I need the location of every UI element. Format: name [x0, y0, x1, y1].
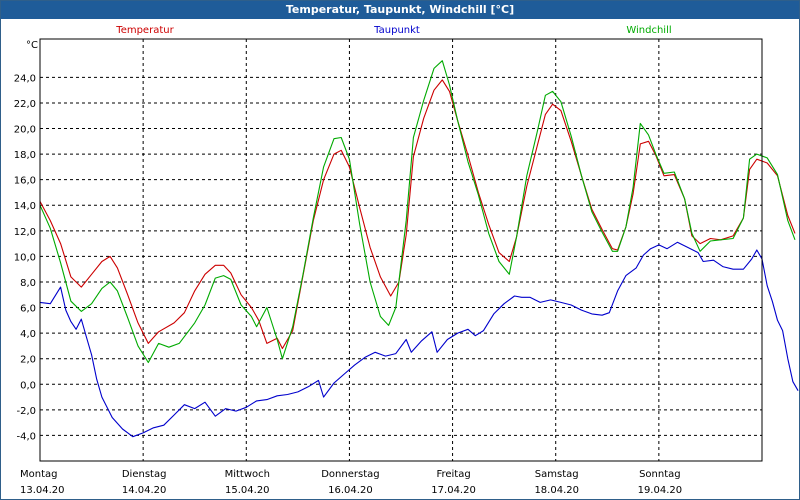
x-tick-day-label: Montag	[20, 469, 57, 480]
y-tick-label: 10,0	[14, 252, 36, 263]
y-tick-label: 14,0	[14, 201, 36, 212]
y-tick-label: 16,0	[14, 176, 36, 187]
series-line-temperatur	[39, 79, 796, 350]
y-tick-label: 0,0	[20, 380, 36, 391]
y-tick-label: 24,0	[14, 73, 36, 84]
y-tick-label: 6,0	[20, 304, 36, 315]
y-tick-label: 2,0	[20, 355, 36, 366]
legend-temperatur: Temperatur	[115, 25, 174, 36]
x-tick-date-label: 19.04.20	[638, 485, 683, 496]
y-axis-label: °C	[26, 40, 38, 51]
legend-windchill: Windchill	[626, 25, 671, 36]
x-tick-day-label: Mittwoch	[225, 469, 270, 480]
chart-title: Temperatur, Taupunkt, Windchill [°C]	[1, 1, 799, 19]
y-tick-label: 20,0	[14, 125, 36, 136]
y-tick-label: -2,0	[16, 406, 36, 417]
plot-border	[39, 38, 763, 462]
x-tick-day-label: Samstag	[535, 469, 579, 480]
y-tick-label: 18,0	[14, 150, 36, 161]
x-tick-day-label: Sonntag	[639, 469, 681, 480]
y-tick-label: -4,0	[16, 431, 36, 442]
legend-taupunkt: Taupunkt	[373, 25, 420, 36]
x-tick-date-label: 15.04.20	[225, 485, 270, 496]
y-tick-label: 12,0	[14, 227, 36, 238]
x-tick-day-label: Donnerstag	[321, 469, 379, 480]
y-tick-label: 4,0	[20, 329, 36, 340]
y-tick-label: 22,0	[14, 99, 36, 110]
series-line-taupunkt	[39, 241, 799, 438]
series-line-windchill	[39, 60, 796, 364]
x-tick-date-label: 17.04.20	[431, 485, 476, 496]
x-tick-date-label: 18.04.20	[534, 485, 579, 496]
y-tick-label: 8,0	[20, 278, 36, 289]
x-tick-date-label: 16.04.20	[328, 485, 373, 496]
x-tick-day-label: Freitag	[436, 469, 470, 480]
x-tick-day-label: Dienstag	[122, 469, 167, 480]
x-tick-date-label: 13.04.20	[20, 485, 65, 496]
x-tick-date-label: 14.04.20	[122, 485, 167, 496]
